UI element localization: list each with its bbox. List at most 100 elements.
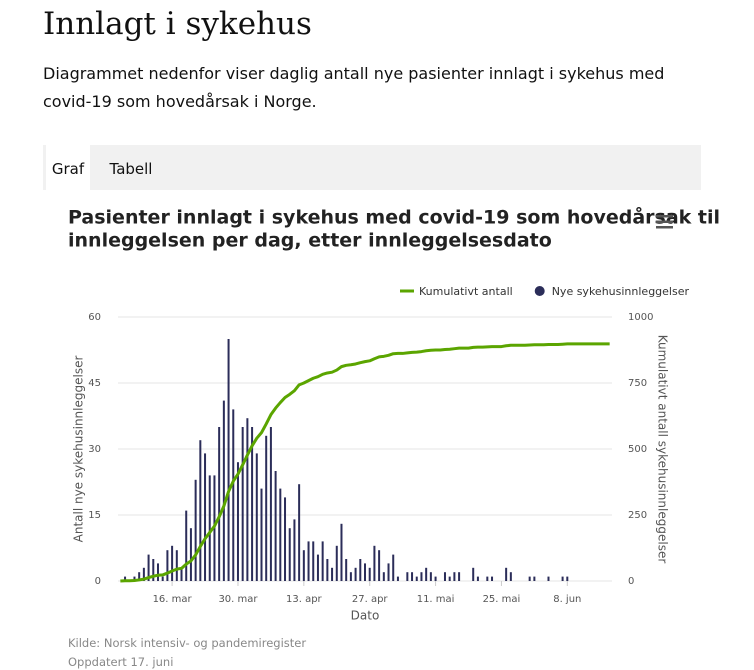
bar xyxy=(279,488,282,581)
source: Kilde: Norsk intensiv- og pandemiregiste… xyxy=(68,636,307,650)
tab[interactable]: Graf xyxy=(46,145,90,190)
bar xyxy=(124,576,127,581)
bar xyxy=(204,453,207,581)
bar xyxy=(171,545,174,581)
bar xyxy=(152,559,155,581)
bar xyxy=(236,462,239,581)
bar xyxy=(392,554,395,581)
bar xyxy=(269,427,272,581)
bar xyxy=(321,541,324,581)
bar xyxy=(406,572,409,581)
x-tick-label: 8. jun xyxy=(553,594,581,605)
bar xyxy=(434,576,437,581)
menu-icon xyxy=(656,215,673,218)
bar xyxy=(166,550,169,581)
bar xyxy=(293,519,296,581)
tab[interactable]: Tabell xyxy=(109,160,153,178)
bar xyxy=(199,440,202,581)
bar xyxy=(547,576,550,581)
bar xyxy=(415,576,418,581)
bar xyxy=(354,567,357,581)
bar xyxy=(411,572,414,581)
bar xyxy=(345,559,348,581)
bar xyxy=(133,576,136,581)
y-tick-label: 30 xyxy=(88,444,101,455)
bar xyxy=(307,541,310,581)
x-tick-label: 11. mai xyxy=(417,594,455,605)
bar xyxy=(458,572,461,581)
bar xyxy=(284,497,287,581)
bar xyxy=(208,475,211,581)
bar xyxy=(142,567,145,581)
x-tick-label: 16. mar xyxy=(153,594,193,605)
y-tick-label: 15 xyxy=(88,510,101,521)
legend-label[interactable]: Nye sykehusinnleggelser xyxy=(552,285,690,298)
y-tick-label: 0 xyxy=(95,576,101,587)
x-tick-label: 30. mar xyxy=(218,594,258,605)
bar xyxy=(533,576,536,581)
bar xyxy=(138,572,141,581)
description: Diagrammet nedenfor viser daglig antall … xyxy=(43,64,665,111)
bar xyxy=(251,427,254,581)
bar xyxy=(218,427,221,581)
page-title: Innlagt i sykehus xyxy=(43,6,312,42)
bar xyxy=(561,576,564,581)
bar xyxy=(340,523,343,581)
bar xyxy=(274,471,277,581)
y-tick-label: 60 xyxy=(88,312,101,323)
y-tick-label: 45 xyxy=(88,378,101,389)
bar xyxy=(368,567,371,581)
bar xyxy=(189,528,192,581)
bar xyxy=(378,550,381,581)
tab-bar: Graf Tabell xyxy=(43,145,701,190)
bar xyxy=(425,567,428,581)
bar xyxy=(420,572,423,581)
updated: Oppdatert 17. juni xyxy=(68,655,174,669)
bar xyxy=(505,567,508,581)
bar xyxy=(194,479,197,581)
x-tick-label: 27. apr xyxy=(352,594,389,605)
bar xyxy=(528,576,531,581)
line xyxy=(120,342,610,583)
bar xyxy=(373,545,376,581)
bar xyxy=(349,572,352,581)
bar xyxy=(486,576,489,581)
bar xyxy=(260,488,263,581)
chart-card xyxy=(45,190,699,670)
x-tick-label: 13. apr xyxy=(286,594,323,605)
bar xyxy=(335,545,338,581)
legend-label[interactable]: Kumulativt antall xyxy=(419,285,513,298)
y2-tick-label: 750 xyxy=(628,378,647,389)
bar xyxy=(364,563,366,581)
bar xyxy=(302,550,305,581)
y-axis-title: Antall nye sykehusinnleggelser xyxy=(72,356,86,543)
x-axis-title: Dato xyxy=(351,609,380,623)
bar xyxy=(331,567,334,581)
bar xyxy=(161,576,164,581)
bar xyxy=(312,541,315,581)
menu-button[interactable] xyxy=(656,215,673,229)
y2-axis-title: Kumulativt antall sykehusinnleggelser xyxy=(656,335,670,564)
x-tick-label: 25. mai xyxy=(483,594,521,605)
bar xyxy=(246,418,249,581)
bar xyxy=(491,576,494,581)
bar xyxy=(387,563,390,581)
bar xyxy=(382,572,385,581)
bar xyxy=(453,572,456,581)
bar xyxy=(241,427,244,581)
bar xyxy=(443,572,446,581)
menu-icon xyxy=(656,220,673,223)
y2-tick-label: 1000 xyxy=(628,312,653,323)
bar xyxy=(175,550,178,581)
bar xyxy=(326,559,329,581)
legend-swatch xyxy=(534,286,545,296)
bar xyxy=(566,576,569,581)
bar xyxy=(222,400,225,581)
bar xyxy=(396,576,399,581)
bar xyxy=(265,435,268,581)
bar xyxy=(147,554,150,581)
bar xyxy=(227,339,230,581)
bar xyxy=(185,510,188,581)
